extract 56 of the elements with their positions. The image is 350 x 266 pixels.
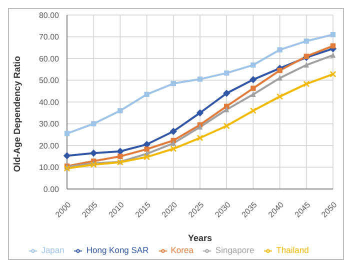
legend-label: Thailand: [276, 245, 309, 255]
point: [330, 43, 336, 48]
y-tick-label: 70.00: [38, 32, 60, 42]
point: [170, 146, 177, 152]
legend-label: Singapore: [215, 245, 254, 255]
point: [276, 93, 284, 100]
point: [250, 86, 256, 91]
y-tick-label: 60.00: [38, 54, 60, 64]
point: [304, 38, 309, 44]
point: [304, 62, 309, 68]
point: [63, 152, 71, 160]
y-axis-title: Old-Age Dependency Ratio: [12, 55, 22, 172]
point: [144, 154, 150, 160]
legend-label: Japan: [41, 245, 64, 255]
x-axis-title: Years: [188, 233, 212, 243]
point: [304, 54, 309, 59]
point: [90, 150, 98, 157]
point: [330, 70, 336, 78]
point: [196, 109, 204, 116]
point: [277, 74, 282, 81]
point: [277, 47, 282, 52]
point: [197, 76, 203, 82]
y-tick-label: 50.00: [38, 76, 60, 86]
point: [224, 70, 230, 76]
legend-label: Hong Kong SAR: [86, 245, 149, 255]
point: [64, 130, 70, 136]
point: [303, 80, 310, 88]
point: [223, 90, 230, 97]
point: [250, 62, 256, 68]
point: [277, 68, 282, 74]
point: [144, 146, 150, 152]
point: [116, 148, 124, 155]
point: [118, 108, 123, 114]
point: [118, 154, 123, 159]
point: [223, 122, 230, 130]
point: [330, 32, 336, 38]
point: [197, 124, 203, 130]
point: [330, 52, 336, 58]
y-tick-label: 30.00: [38, 120, 60, 129]
point: [170, 128, 177, 135]
point: [91, 121, 96, 126]
point: [250, 107, 256, 114]
point: [170, 140, 176, 146]
legend-label: Korea: [170, 245, 194, 255]
point: [170, 80, 176, 86]
y-tick-label: 20.00: [38, 141, 60, 150]
point: [196, 134, 204, 142]
y-tick-label: 10.00: [38, 163, 60, 172]
point: [250, 76, 257, 84]
y-tick-label: 0.00: [43, 184, 60, 194]
point: [144, 92, 150, 97]
point: [64, 165, 70, 172]
point: [224, 106, 230, 112]
point: [250, 91, 256, 97]
y-tick-label: 80.00: [38, 10, 60, 20]
y-tick-label: 40.00: [38, 98, 60, 107]
